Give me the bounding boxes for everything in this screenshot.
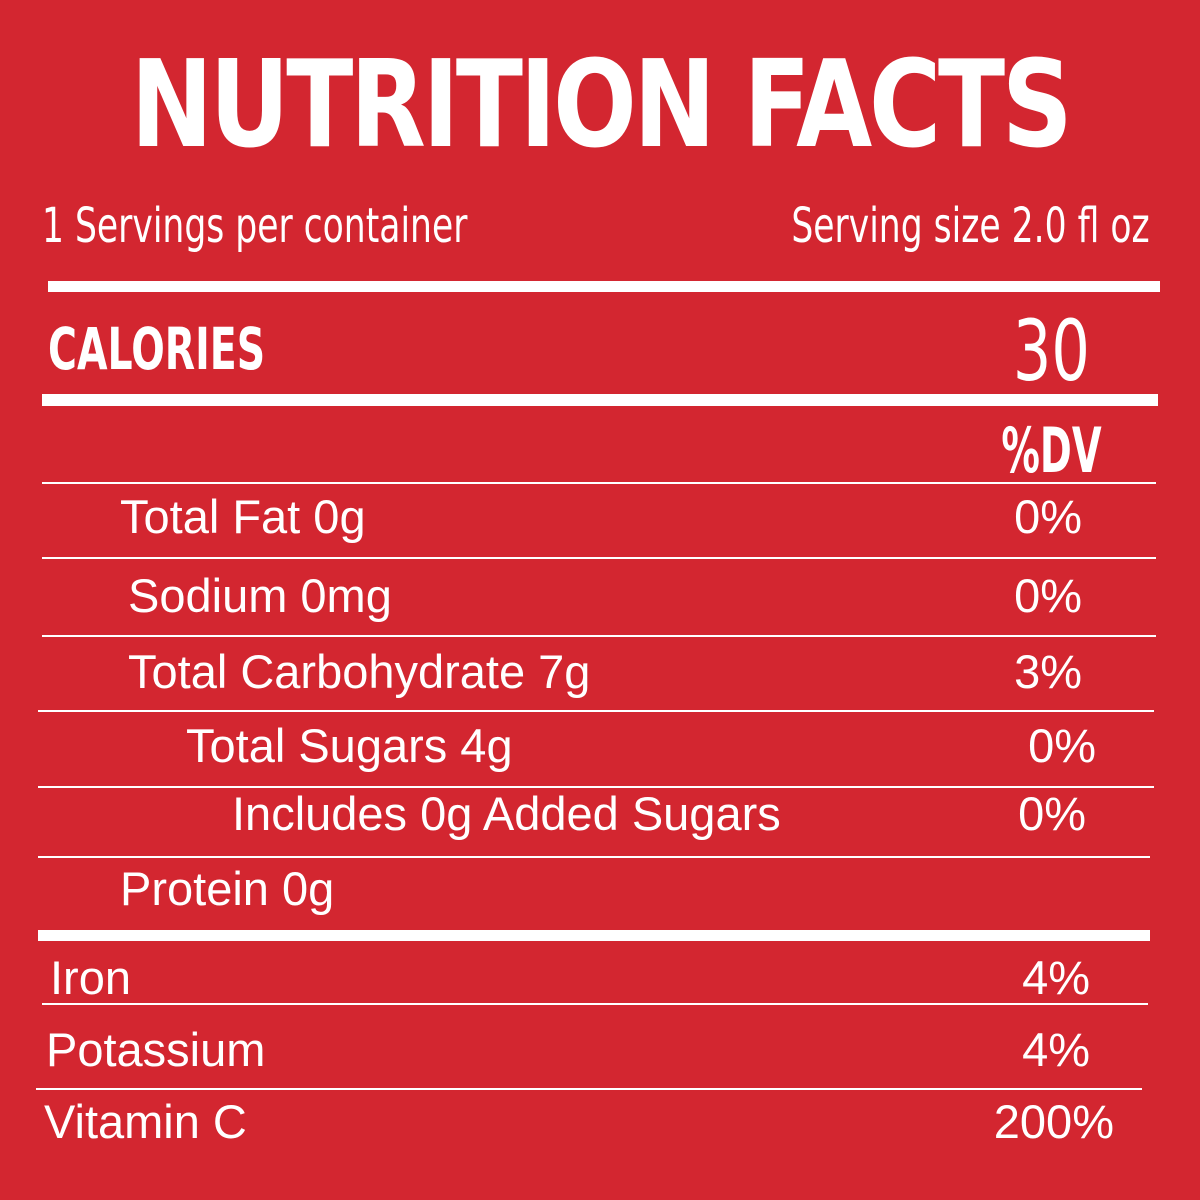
dv-header: %DV — [1001, 414, 1102, 487]
nutrient-label-total-sugars: Total Sugars 4g — [186, 719, 513, 772]
nutrient-label-total-fat: Total Fat 0g — [120, 490, 366, 543]
calories-label: CALORIES — [48, 315, 266, 383]
nutrient-label-added-sugars: Includes 0g Added Sugars — [232, 787, 781, 840]
vitamin-label-iron: Iron — [50, 951, 131, 1004]
calories-value: 30 — [1013, 302, 1090, 400]
divider — [42, 557, 1156, 559]
vitamin-label-potassium: Potassium — [46, 1023, 266, 1076]
divider — [42, 1003, 1148, 1005]
vitamin-dv-potassium: 4% — [1022, 1023, 1090, 1076]
nutrient-dv-total-fat: 0% — [1014, 490, 1082, 543]
divider — [42, 482, 1156, 484]
nutrient-dv-added-sugars: 0% — [1018, 787, 1086, 840]
nutrient-dv-sodium: 0% — [1014, 569, 1082, 622]
thick-divider-vitamins — [38, 930, 1150, 941]
divider — [38, 710, 1154, 712]
divider — [38, 856, 1150, 858]
vitamin-dv-iron: 4% — [1022, 951, 1090, 1004]
vitamin-label-vitamin-c: Vitamin C — [44, 1095, 247, 1148]
thick-divider-calories — [42, 394, 1158, 406]
label-title: NUTRITION FACTS — [130, 36, 1073, 175]
divider — [38, 786, 1154, 788]
serving-size: Serving size 2.0 fl oz — [791, 198, 1150, 254]
nutrient-label-protein: Protein 0g — [120, 862, 335, 915]
vitamin-dv-vitamin-c: 200% — [993, 1095, 1114, 1148]
divider — [36, 1088, 1142, 1090]
nutrient-dv-total-sugars: 0% — [1028, 719, 1096, 772]
nutrient-label-sodium: Sodium 0mg — [128, 569, 392, 622]
divider — [42, 635, 1156, 637]
thick-divider-top — [48, 281, 1160, 292]
nutrient-label-total-carbohydrate: Total Carbohydrate 7g — [128, 645, 591, 698]
nutrient-dv-total-carbohydrate: 3% — [1014, 645, 1082, 698]
servings-per-container: 1 Servings per container — [42, 198, 468, 254]
